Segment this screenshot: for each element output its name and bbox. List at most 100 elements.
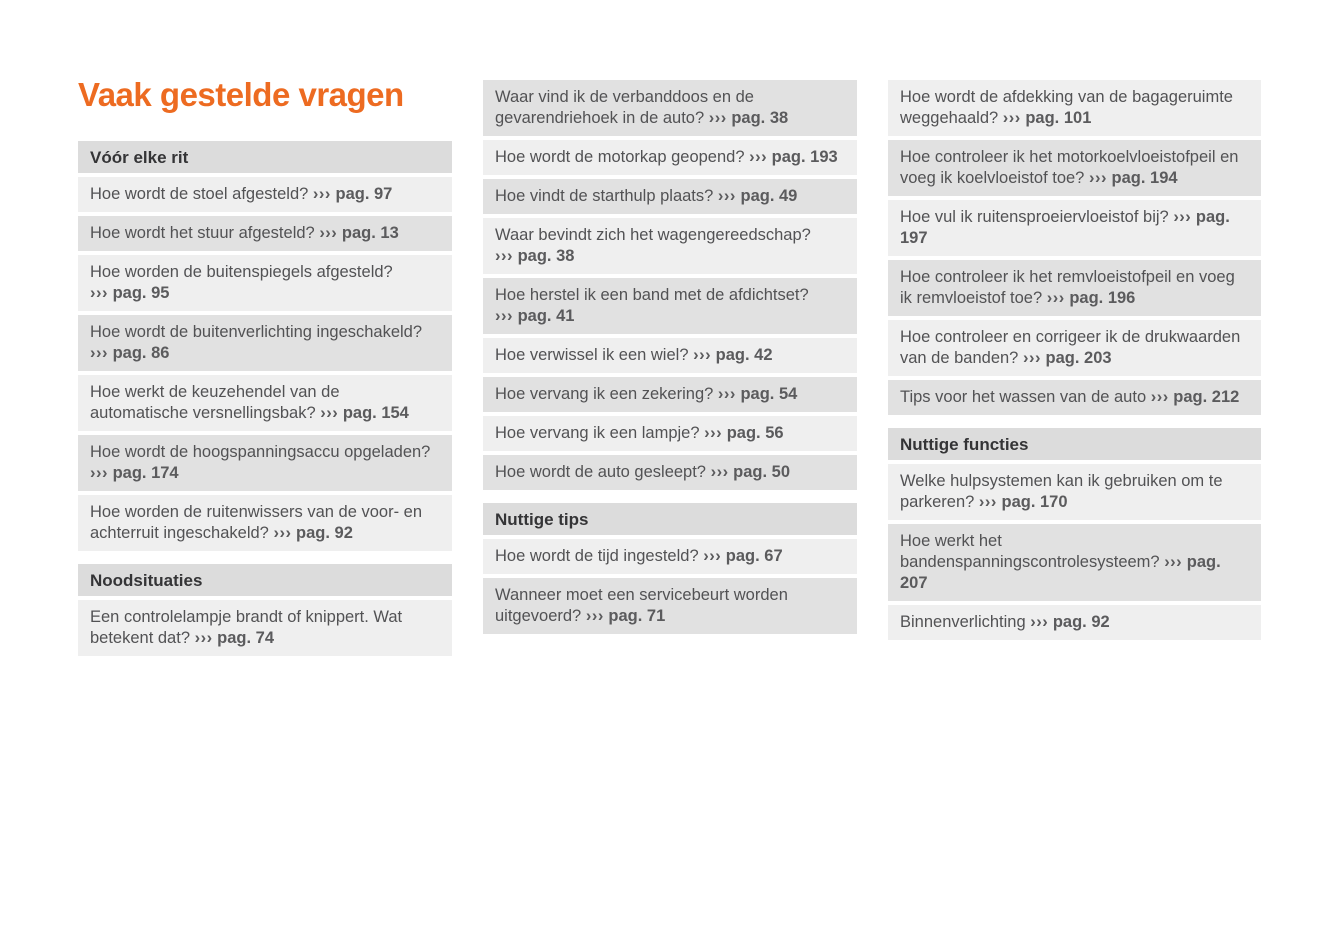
triple-chevron-right-icon: ›››: [704, 424, 723, 442]
faq-question-text: Een controlelampje brandt of knippert. W…: [90, 608, 403, 647]
faq-question-text: Hoe wordt de buitenverlichting ingeschak…: [90, 323, 423, 341]
triple-chevron-right-icon: ›››: [693, 346, 712, 364]
faq-question-text: Hoe controleer en corrigeer ik de drukwa…: [900, 328, 1241, 367]
faq-question-text: Hoe wordt de auto gesleept?: [495, 463, 706, 481]
faq-item: Hoe herstel ik een band met de afdichtse…: [483, 278, 857, 334]
page-ref-link[interactable]: ››› pag. 92: [273, 524, 352, 542]
triple-chevron-right-icon: ›››: [1164, 553, 1183, 571]
triple-chevron-right-icon: ›››: [703, 547, 722, 565]
faq-item: Hoe werkt het bandenspanningscontrolesys…: [888, 524, 1261, 601]
triple-chevron-right-icon: ›››: [194, 629, 213, 647]
page-ref-link[interactable]: ››› pag. 38: [495, 247, 574, 265]
triple-chevron-right-icon: ›››: [1150, 388, 1169, 406]
page-ref-text: pag. 197: [900, 208, 1230, 247]
faq-item: Binnenverlichting ››› pag. 92: [888, 605, 1261, 640]
page-ref-link[interactable]: ››› pag. 67: [703, 547, 782, 565]
page-ref-link[interactable]: ››› pag. 194: [1089, 169, 1178, 187]
faq-question-text: Hoe vul ik ruitensproeiervloeistof bij?: [900, 208, 1169, 226]
faq-item: Hoe vervang ik een zekering? ››› pag. 54: [483, 377, 857, 412]
triple-chevron-right-icon: ›››: [273, 524, 292, 542]
page-ref-link[interactable]: ››› pag. 42: [693, 346, 772, 364]
page-ref-link[interactable]: ››› pag. 54: [718, 385, 797, 403]
faq-item: Hoe controleer ik het remvloeistofpeil e…: [888, 260, 1261, 316]
faq-item: Hoe wordt de hoogspanningsaccu opgeladen…: [78, 435, 452, 491]
section-heading: Nuttige tips: [483, 503, 857, 535]
page-ref-link[interactable]: ››› pag. 38: [709, 109, 788, 127]
page-ref-link[interactable]: ››› pag. 212: [1151, 388, 1240, 406]
page-ref-link[interactable]: ››› pag. 203: [1023, 349, 1112, 367]
faq-question-text: Hoe werkt het bandenspanningscontrolesys…: [900, 532, 1160, 571]
page-ref-link[interactable]: ››› pag. 154: [320, 404, 409, 422]
page-ref-text: pag. 13: [341, 224, 399, 242]
page-ref-text: pag. 212: [1173, 388, 1240, 406]
triple-chevron-right-icon: ›››: [1030, 613, 1049, 631]
page-ref-text: pag. 193: [771, 148, 838, 166]
faq-question-text: Hoe wordt de hoogspanningsaccu opgeladen…: [90, 443, 431, 461]
page-ref-link[interactable]: ››› pag. 49: [718, 187, 797, 205]
faq-item: Hoe wordt de buitenverlichting ingeschak…: [78, 315, 452, 371]
faq-question-text: Hoe wordt de motorkap geopend?: [495, 148, 745, 166]
page-ref-text: pag. 67: [725, 547, 783, 565]
triple-chevron-right-icon: ›››: [749, 148, 768, 166]
triple-chevron-right-icon: ›››: [495, 307, 513, 325]
page-ref-link[interactable]: ››› pag. 197: [900, 208, 1230, 247]
faq-item: Hoe wordt de auto gesleept? ››› pag. 50: [483, 455, 857, 490]
page-ref-link[interactable]: ››› pag. 101: [1003, 109, 1092, 127]
page-ref-link[interactable]: ››› pag. 41: [495, 307, 574, 325]
page-ref-link[interactable]: ››› pag. 71: [586, 607, 665, 625]
faq-question-text: Hoe verwissel ik een wiel?: [495, 346, 689, 364]
faq-question-text: Hoe wordt de tijd ingesteld?: [495, 547, 699, 565]
triple-chevron-right-icon: ›››: [90, 464, 108, 482]
page-ref-link[interactable]: ››› pag. 95: [90, 284, 169, 302]
page-ref-link[interactable]: ››› pag. 74: [195, 629, 274, 647]
triple-chevron-right-icon: ›››: [320, 404, 339, 422]
faq-column-1: Vóór elke rit Hoe wordt de stoel afgestel…: [78, 141, 452, 660]
page-ref-link[interactable]: ››› pag. 13: [319, 224, 398, 242]
faq-question-text: Hoe wordt het stuur afgesteld?: [90, 224, 315, 242]
faq-item: Hoe wordt de afdekking van de bagageruim…: [888, 80, 1261, 136]
faq-question-text: Hoe werkt de keuzehendel van de automati…: [90, 383, 340, 422]
page-ref-link[interactable]: ››› pag. 170: [979, 493, 1068, 511]
page-ref-text: pag. 86: [112, 344, 170, 362]
faq-question-text: Binnenverlichting: [900, 613, 1026, 631]
triple-chevron-right-icon: ›››: [717, 187, 736, 205]
faq-item: Waar vind ik de verbanddoos en de gevare…: [483, 80, 857, 136]
page-ref-link[interactable]: ››› pag. 207: [900, 553, 1221, 592]
page-ref-text: pag. 154: [342, 404, 409, 422]
page-ref-link[interactable]: ››› pag. 174: [90, 464, 179, 482]
triple-chevron-right-icon: ›››: [1173, 208, 1192, 226]
section-heading: Noodsituaties: [78, 564, 452, 596]
page-ref-link[interactable]: ››› pag. 50: [711, 463, 790, 481]
triple-chevron-right-icon: ›››: [90, 344, 108, 362]
page-ref-link[interactable]: ››› pag. 86: [90, 344, 169, 362]
faq-item: Waar bevindt zich het wagengereedschap? …: [483, 218, 857, 274]
triple-chevron-right-icon: ›››: [708, 109, 727, 127]
triple-chevron-right-icon: ›››: [1022, 349, 1041, 367]
page-ref-text: pag. 207: [900, 553, 1221, 592]
faq-item: Hoe vul ik ruitensproeiervloeistof bij? …: [888, 200, 1261, 256]
faq-item: Hoe wordt de tijd ingesteld? ››› pag. 67: [483, 539, 857, 574]
faq-item: Hoe worden de buitenspiegels afgesteld? …: [78, 255, 452, 311]
page-ref-text: pag. 95: [112, 284, 170, 302]
faq-question-text: Hoe worden de buitenspiegels afgesteld?: [90, 263, 393, 281]
faq-question-text: Welke hulpsystemen kan ik gebruiken om t…: [900, 472, 1223, 511]
faq-question-text: Hoe controleer ik het remvloeistofpeil e…: [900, 268, 1235, 307]
faq-item: Hoe controleer ik het motorkoelvloeistof…: [888, 140, 1261, 196]
page-ref-text: pag. 101: [1025, 109, 1092, 127]
faq-item: Een controlelampje brandt of knippert. W…: [78, 600, 452, 656]
page-ref-text: pag. 174: [112, 464, 179, 482]
page-ref-text: pag. 42: [715, 346, 773, 364]
page-ref-text: pag. 92: [1052, 613, 1110, 631]
page-ref-link[interactable]: ››› pag. 193: [749, 148, 838, 166]
faq-item: Wanneer moet een servicebeurt worden uit…: [483, 578, 857, 634]
page-ref-link[interactable]: ››› pag. 196: [1047, 289, 1136, 307]
faq-item: Hoe worden de ruitenwissers van de voor-…: [78, 495, 452, 551]
faq-question-text: Hoe vervang ik een lampje?: [495, 424, 700, 442]
faq-item: Hoe vindt de starthulp plaats? ››› pag. …: [483, 179, 857, 214]
page-ref-link[interactable]: ››› pag. 56: [704, 424, 783, 442]
faq-question-text: Hoe wordt de stoel afgesteld?: [90, 185, 309, 203]
page-ref-link[interactable]: ››› pag. 92: [1030, 613, 1109, 631]
faq-item: Tips voor het wassen van de auto ››› pag…: [888, 380, 1261, 415]
faq-item: Hoe vervang ik een lampje? ››› pag. 56: [483, 416, 857, 451]
page-ref-link[interactable]: ››› pag. 97: [313, 185, 392, 203]
